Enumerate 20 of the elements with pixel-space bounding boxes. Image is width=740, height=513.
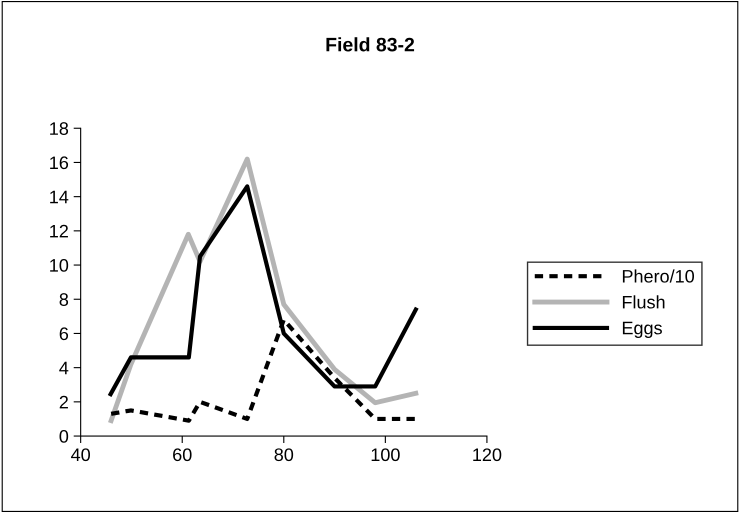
y-tick-label: 6 bbox=[60, 327, 68, 340]
x-tick-label: 80 bbox=[274, 448, 294, 462]
y-tick-label: 8 bbox=[60, 293, 68, 306]
y-tick-label: 14 bbox=[50, 190, 68, 204]
chart-title: Field 83-2 bbox=[326, 37, 414, 52]
y-tick-label: 0 bbox=[60, 430, 68, 443]
y-tick-label: 4 bbox=[59, 362, 68, 374]
y-tick-label: 18 bbox=[50, 122, 68, 135]
x-tick-label: 40 bbox=[71, 448, 90, 462]
y-tick-label: 10 bbox=[50, 258, 68, 272]
y-tick-label: 2 bbox=[60, 396, 68, 408]
x-tick-label: 120 bbox=[473, 448, 502, 462]
x-tick-label: 60 bbox=[173, 448, 192, 462]
y-tick-label: 16 bbox=[50, 156, 68, 170]
legend-label: Eggs bbox=[622, 322, 662, 338]
line-series bbox=[108, 156, 418, 424]
y-tick-label: 12 bbox=[50, 224, 68, 238]
legend-label: Flush bbox=[622, 295, 664, 309]
legend-label: Phero/10 bbox=[622, 269, 694, 283]
x-tick-label: 100 bbox=[372, 448, 400, 462]
